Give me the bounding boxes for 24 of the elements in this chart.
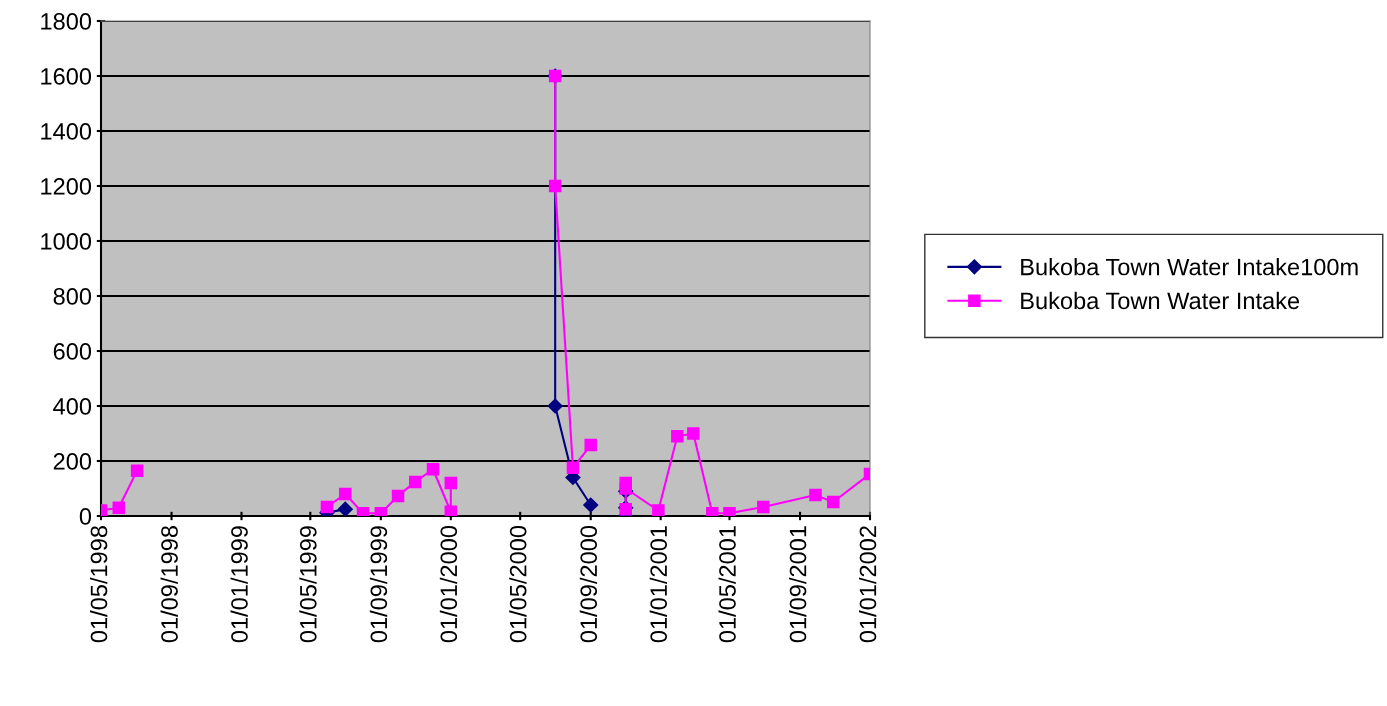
- x-tick-label: 01/01/2000: [439, 525, 458, 643]
- x-tick-label: 01/09/2000: [579, 525, 598, 643]
- legend-label: Bukoba Town Water Intake: [1021, 291, 1300, 310]
- x-tick-label: 01/05/1998: [90, 526, 108, 643]
- y-tick-label: 0: [79, 508, 92, 525]
- y-tick-label: 1600: [41, 68, 92, 85]
- y-tick-label: 1800: [41, 13, 92, 30]
- x-tick-label: 01/09/1999: [369, 526, 388, 643]
- x-tick-label: 01/05/2001: [718, 526, 736, 643]
- y-tick-label: 1200: [41, 178, 92, 195]
- y-tick-label: 400: [53, 398, 92, 415]
- x-tick-label: 01/01/2002: [858, 526, 877, 643]
- y-tick-label: 1400: [41, 123, 92, 140]
- y-tick-label: 1000: [41, 233, 92, 250]
- y-tick-label: 600: [53, 343, 92, 360]
- x-tick-label: 01/01/1999: [230, 526, 248, 643]
- legend-label: Bukoba Town Water Intake100m: [1021, 258, 1358, 276]
- x-tick-label: 01/05/1999: [299, 526, 317, 643]
- y-tick-label: 800: [53, 288, 92, 305]
- x-tick-label: 01/09/1998: [160, 526, 178, 643]
- x-tick-label: 01/09/2001: [789, 526, 807, 643]
- y-tick-label: 200: [53, 453, 92, 470]
- x-tick-label: 01/05/2000: [509, 525, 527, 643]
- x-tick-label: 01/01/2001: [649, 526, 668, 643]
